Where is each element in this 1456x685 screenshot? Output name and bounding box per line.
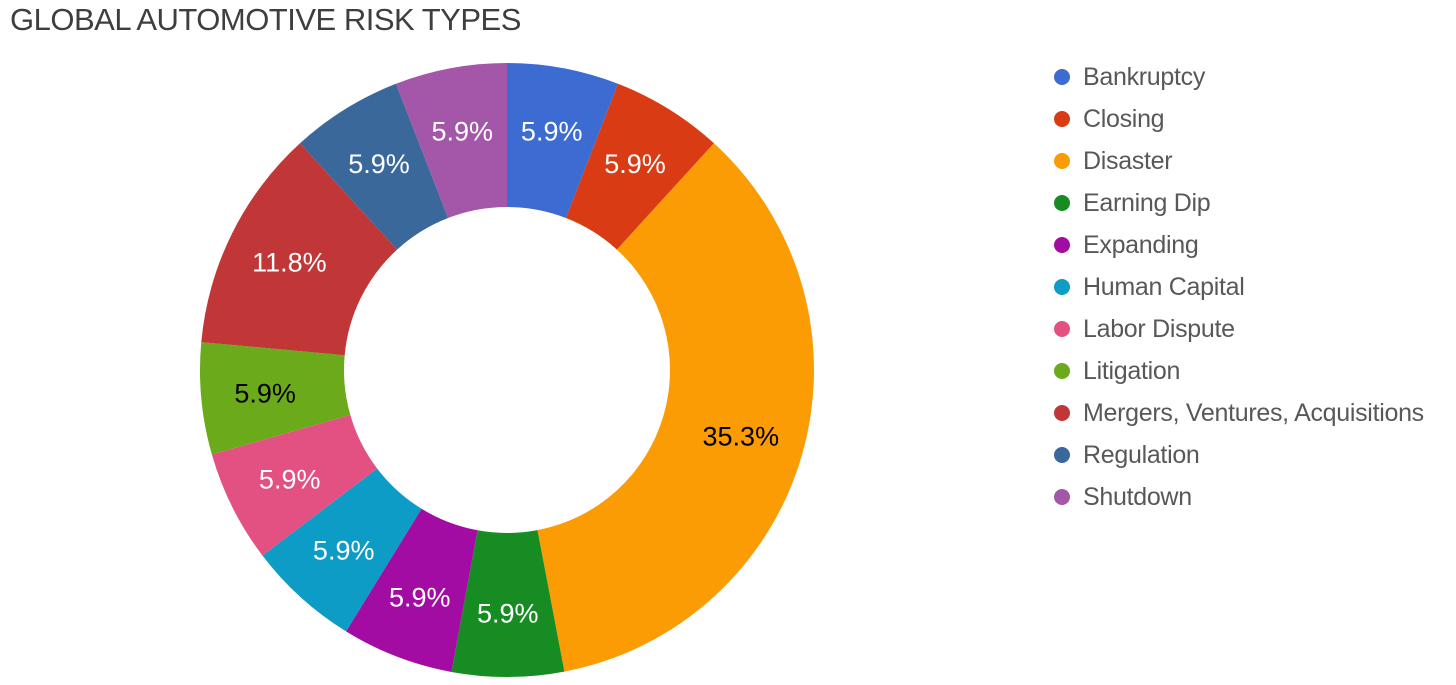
- chart-legend: Bankruptcy Closing Disaster Earning Dip Expa…: [1054, 56, 1424, 518]
- legend-swatch-regulation: [1054, 447, 1070, 463]
- pie-slice-mergers-ventures-acquisitions[interactable]: [201, 143, 398, 356]
- legend-label-earning-dip: Earning Dip: [1083, 188, 1211, 217]
- pie-slice-closing[interactable]: [565, 83, 714, 250]
- pie-slice-regulation[interactable]: [300, 83, 449, 250]
- legend-item-disaster[interactable]: Disaster: [1054, 140, 1424, 182]
- legend-swatch-mergers-ventures-acquisitions: [1054, 405, 1070, 421]
- legend-item-bankruptcy[interactable]: Bankruptcy: [1054, 56, 1424, 98]
- legend-label-disaster: Disaster: [1083, 146, 1173, 175]
- legend-item-closing[interactable]: Closing: [1054, 98, 1424, 140]
- legend-swatch-earning-dip: [1054, 195, 1070, 211]
- legend-label-shutdown: Shutdown: [1083, 482, 1192, 511]
- legend-item-shutdown[interactable]: Shutdown: [1054, 476, 1424, 518]
- legend-label-closing: Closing: [1083, 104, 1165, 133]
- legend-item-human-capital[interactable]: Human Capital: [1054, 266, 1424, 308]
- legend-swatch-human-capital: [1054, 279, 1070, 295]
- legend-item-mergers-ventures-acquisitions[interactable]: Mergers, Ventures, Acquisitions: [1054, 392, 1424, 434]
- legend-label-litigation: Litigation: [1083, 356, 1181, 385]
- legend-swatch-labor-dispute: [1054, 321, 1070, 337]
- legend-label-bankruptcy: Bankruptcy: [1083, 62, 1206, 91]
- legend-label-regulation: Regulation: [1083, 440, 1200, 469]
- chart-title: GLOBAL AUTOMOTIVE RISK TYPES: [10, 2, 521, 37]
- pie-slice-bankruptcy[interactable]: [507, 62, 619, 219]
- pie-slice-expanding[interactable]: [346, 508, 478, 672]
- legend-label-expanding: Expanding: [1083, 230, 1199, 259]
- legend-label-mergers-ventures-acquisitions: Mergers, Ventures, Acquisitions: [1083, 398, 1424, 427]
- pie-slice-disaster[interactable]: [537, 143, 814, 672]
- legend-item-earning-dip[interactable]: Earning Dip: [1054, 182, 1424, 224]
- legend-swatch-shutdown: [1054, 489, 1070, 505]
- legend-swatch-expanding: [1054, 237, 1070, 253]
- legend-item-litigation[interactable]: Litigation: [1054, 350, 1424, 392]
- pie-slice-litigation[interactable]: [199, 342, 351, 455]
- legend-label-human-capital: Human Capital: [1083, 272, 1245, 301]
- legend-swatch-litigation: [1054, 363, 1070, 379]
- legend-swatch-disaster: [1054, 153, 1070, 169]
- legend-item-labor-dispute[interactable]: Labor Dispute: [1054, 308, 1424, 350]
- legend-swatch-closing: [1054, 111, 1070, 127]
- pie-slice-shutdown[interactable]: [395, 63, 507, 219]
- legend-item-regulation[interactable]: Regulation: [1054, 434, 1424, 476]
- legend-item-expanding[interactable]: Expanding: [1054, 224, 1424, 266]
- pie-slice-earning-dip[interactable]: [451, 530, 565, 677]
- pie-slice-labor-dispute[interactable]: [211, 414, 378, 556]
- legend-swatch-bankruptcy: [1054, 69, 1070, 85]
- legend-label-labor-dispute: Labor Dispute: [1083, 314, 1235, 343]
- pie-slice-human-capital[interactable]: [262, 468, 422, 632]
